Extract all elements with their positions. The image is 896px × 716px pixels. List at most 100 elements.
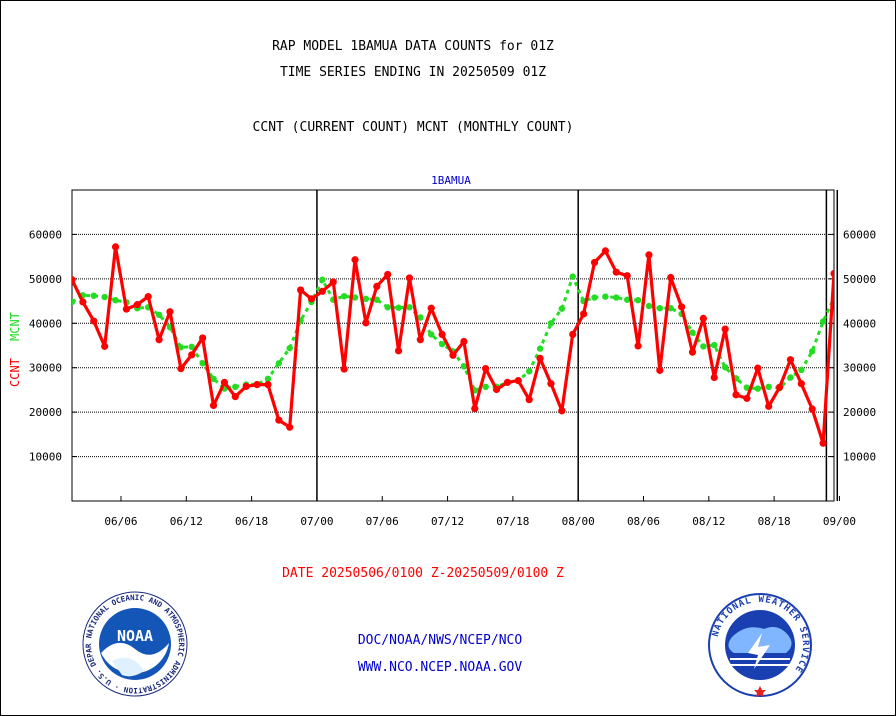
data-point [72,276,76,284]
series-ccnt [72,243,859,447]
time-series-chart: 1BAMUA 10000 20000 30000 40000 50000 60000 10… [8,174,876,528]
data-point [580,310,588,318]
data-point [721,325,729,333]
data-point [155,336,163,344]
data-point [275,416,283,424]
data-point [449,351,457,359]
data-point [612,268,620,276]
y-tick-label: 10000 [29,451,62,464]
data-point [809,348,816,355]
data-point [166,308,174,316]
x-tick-label: 07/00 [300,515,333,528]
data-point [319,276,326,283]
data-point [188,351,196,359]
x-tick-label: 07/18 [496,515,529,528]
website-text: WWW.NCO.NCEP.NOAA.GOV [357,660,523,675]
data-point [405,274,414,282]
data-point [591,294,598,301]
x-tick-label: 08/06 [627,515,660,528]
data-point [667,273,675,282]
data-point [765,383,772,391]
data-point [482,383,489,391]
x-tick-label: 08/12 [692,515,725,528]
data-point [667,304,674,312]
data-point [428,331,435,338]
data-point [297,286,305,294]
chart-title-line-2: TIME SERIES ENDING IN 20250509 01Z [279,65,547,80]
data-point [797,380,805,388]
data-point [830,269,834,278]
data-point [689,329,696,336]
x-tick-label: 08/00 [562,515,595,528]
data-point [678,303,686,311]
x-tick-label: 06/06 [104,515,137,528]
ylabel-mcnt: MCNT [8,312,22,341]
data-point [264,380,272,389]
data-point [645,251,653,259]
data-point [90,317,98,325]
data-point [460,363,468,370]
data-point [394,347,403,355]
data-point [307,295,316,303]
data-point [122,305,131,313]
x-axis: 06/06 06/12 06/18 07/00 07/06 07/12 07/18 08/00… [104,496,856,528]
data-point [634,342,642,350]
data-point [177,344,185,351]
data-point [852,289,859,296]
data-point [373,296,380,303]
ylabel-ccnt: CCNT [8,358,22,387]
x-tick-label: 06/18 [235,515,268,528]
y-tick-label: 20000 [29,406,62,419]
y-axis-right: 10000 20000 30000 40000 50000 60000 [829,228,876,464]
data-point [645,302,653,310]
data-point [482,365,490,373]
data-point [264,375,272,383]
data-point [144,293,152,301]
data-point [416,336,424,344]
y-tick-label: 50000 [843,273,876,286]
nws-logo: NATIONAL WEATHER SERVICE [708,593,812,697]
data-point [558,407,566,415]
series-line [72,275,834,392]
data-point [547,380,555,388]
data-point [754,364,762,372]
data-point [634,296,642,304]
data-point [232,383,239,391]
y-tick-label: 30000 [29,362,62,375]
data-point [656,366,664,374]
data-point [853,300,859,306]
data-point [798,366,805,374]
data-point [231,392,239,401]
data-point [329,278,337,286]
data-point [242,382,250,390]
data-point [536,354,544,362]
x-tick-label: 06/12 [170,515,203,528]
data-point [711,341,718,349]
data-point [688,348,697,356]
data-point [526,368,533,375]
data-point [286,344,293,352]
data-point [101,342,109,350]
x-tick-label: 07/06 [366,515,399,528]
data-point [656,304,664,312]
data-point [438,330,446,338]
data-point [841,255,848,262]
data-point [340,365,348,373]
data-point [384,270,392,279]
data-point [503,378,512,386]
data-point [623,272,631,280]
data-point [318,287,326,295]
data-point [373,282,381,291]
org-path-text: DOC/NOAA/NWS/NCEP/NCO [357,633,523,648]
data-point [525,396,533,404]
data-point [199,334,207,342]
data-point [286,423,294,431]
y-axis-label: CCNT MCNT [8,312,22,387]
data-point [90,292,97,299]
data-point [601,247,610,255]
data-point [340,292,348,300]
data-point [819,318,827,325]
x-tick-label: 07/12 [431,515,464,528]
data-point [710,373,718,382]
data-point [613,294,620,301]
